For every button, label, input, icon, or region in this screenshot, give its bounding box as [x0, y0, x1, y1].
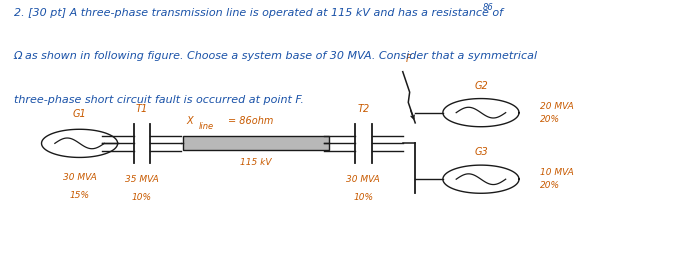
Text: 20%: 20%: [540, 114, 560, 124]
Text: 10 MVA: 10 MVA: [540, 168, 574, 177]
Text: G1: G1: [73, 109, 86, 119]
Text: T2: T2: [357, 104, 370, 114]
Text: T1: T1: [136, 104, 148, 114]
Bar: [183, 136, 329, 151]
Text: 20 MVA: 20 MVA: [540, 102, 574, 111]
Text: 2. [30 pt] A three-phase transmission line is operated at 115 kV and has a resis: 2. [30 pt] A three-phase transmission li…: [14, 8, 503, 18]
Text: X: X: [187, 116, 194, 126]
Text: 30 MVA: 30 MVA: [347, 175, 380, 184]
Text: 10%: 10%: [132, 193, 152, 202]
Text: three-phase short circuit fault is occurred at point F.: three-phase short circuit fault is occur…: [14, 95, 304, 105]
Text: 20%: 20%: [540, 181, 560, 190]
Text: 86: 86: [482, 3, 493, 12]
Text: 30 MVA: 30 MVA: [63, 173, 96, 182]
Text: 10%: 10%: [354, 193, 373, 202]
Text: 15%: 15%: [70, 191, 89, 200]
Text: G3: G3: [474, 147, 488, 157]
Text: line: line: [199, 122, 214, 131]
Text: 35 MVA: 35 MVA: [125, 175, 158, 184]
Text: F: F: [406, 54, 411, 64]
Text: G2: G2: [474, 81, 488, 91]
Text: Ω as shown in following figure. Choose a system base of 30 MVA. Consider that a : Ω as shown in following figure. Choose a…: [14, 51, 538, 61]
Text: 115 kV: 115 kV: [240, 158, 272, 167]
Text: = 86ohm: = 86ohm: [228, 116, 274, 126]
